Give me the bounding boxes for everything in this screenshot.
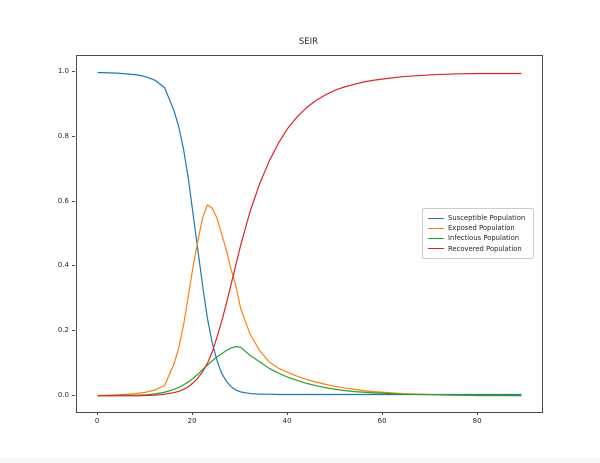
chart-title: SEIR — [298, 37, 319, 47]
legend-label: Exposed Population — [448, 224, 515, 233]
y-tick-mark — [72, 135, 75, 137]
y-tick-mark — [72, 200, 75, 202]
seir-curves-canvas — [97, 71, 522, 397]
y-tick-label: 1.0 — [57, 67, 69, 76]
legend-line-swatch — [428, 217, 444, 219]
y-tick-label: 0.8 — [57, 131, 69, 140]
legend-line-swatch — [428, 248, 444, 250]
x-tick-label: 40 — [282, 417, 292, 425]
legend-item: Susceptible Population — [428, 213, 528, 223]
legend-label: Susceptible Population — [448, 214, 526, 223]
legend-line-swatch — [428, 237, 444, 239]
y-tick-label: 0.0 — [57, 390, 69, 399]
x-tick-mark — [97, 412, 99, 415]
series-line-susceptible-population — [97, 71, 522, 396]
y-tick-mark — [72, 330, 75, 332]
window-bottom-edge — [0, 458, 600, 463]
legend-item: Exposed Population — [428, 223, 528, 233]
x-tick-label: 20 — [187, 417, 197, 425]
y-tick-label: 0.2 — [57, 326, 69, 335]
y-tick-mark — [72, 265, 75, 267]
x-tick-mark — [192, 412, 194, 415]
x-tick-mark — [287, 412, 289, 415]
legend-line-swatch — [428, 227, 444, 229]
y-tick-label: 0.6 — [57, 196, 69, 205]
series-line-recovered-population — [97, 72, 522, 397]
x-tick-mark — [477, 412, 479, 415]
legend-label: Recovered Population — [448, 244, 522, 253]
y-tick-mark — [72, 71, 75, 73]
legend-item: Recovered Population — [428, 244, 528, 254]
series-line-infectious-population — [97, 346, 522, 397]
legend-label: Infectious Population — [448, 234, 520, 243]
y-tick-mark — [72, 394, 75, 396]
x-tick-mark — [382, 412, 384, 415]
x-tick-label: 0 — [94, 417, 100, 425]
legend-item: Infectious Population — [428, 233, 528, 243]
y-tick-label: 0.4 — [57, 261, 69, 270]
legend-box: Susceptible Population Exposed Population… — [422, 208, 534, 259]
series-line-exposed-population — [97, 204, 522, 397]
x-tick-label: 60 — [377, 417, 387, 425]
x-tick-label: 80 — [472, 417, 482, 425]
